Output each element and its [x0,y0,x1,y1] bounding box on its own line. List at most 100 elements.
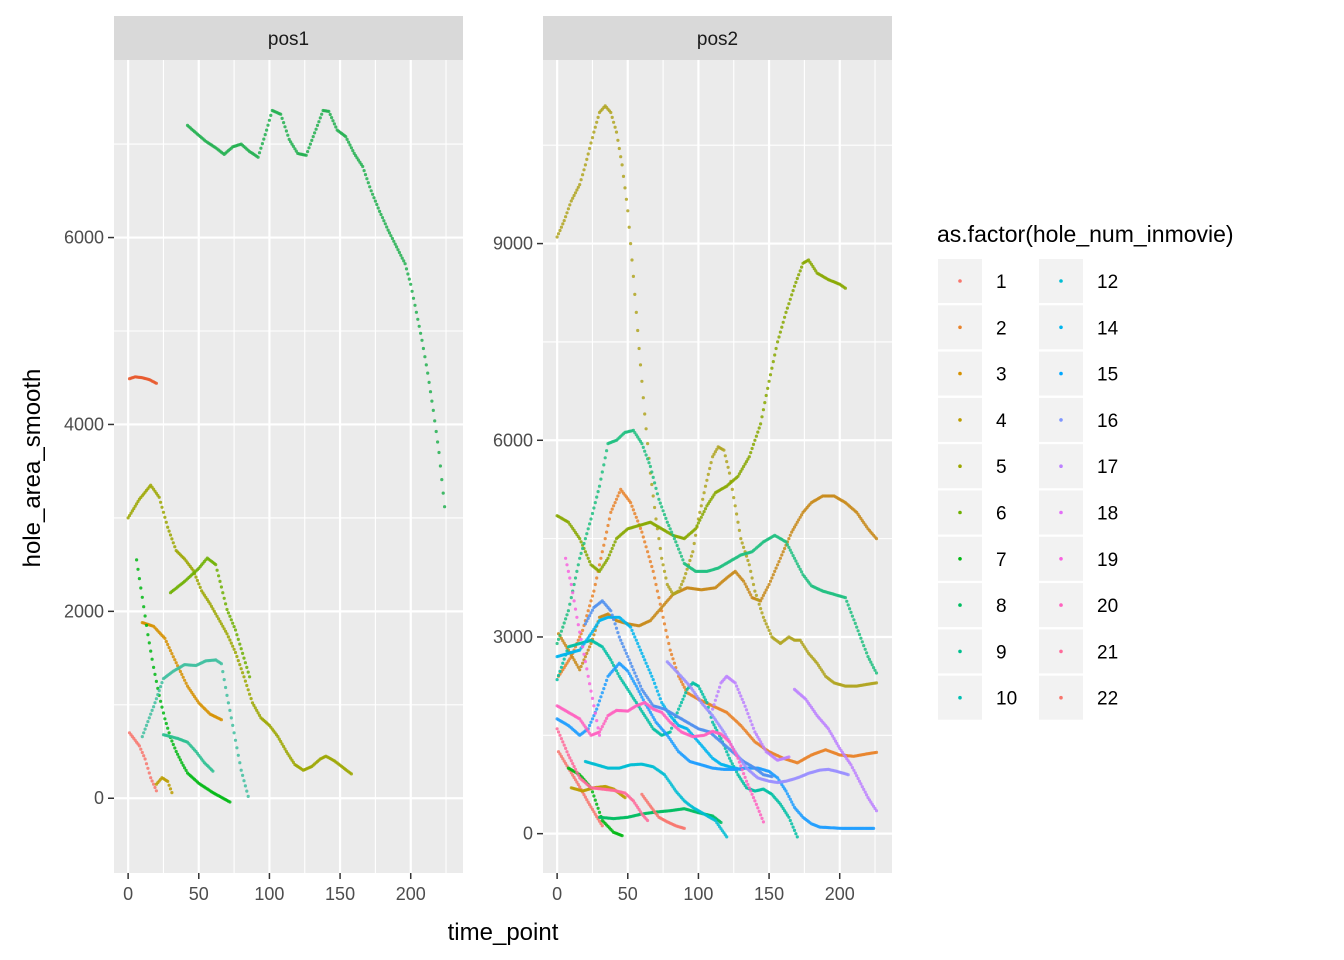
series-1 [127,731,158,793]
data-point [576,782,580,787]
data-point [874,671,879,675]
data-point [600,550,604,554]
data-point [602,722,606,726]
legend-marker [958,279,962,283]
data-point [726,465,730,469]
data-point [637,690,641,694]
data-point [845,599,849,603]
legend-title: as.factor(hole_num_inmovie) [937,221,1234,247]
data-point [583,795,588,799]
data-point [559,636,564,641]
data-point [750,446,754,451]
legend-label: 21 [1097,642,1118,663]
data-point [589,141,593,145]
data-point [556,730,561,734]
data-point [180,761,184,765]
data-point [644,545,648,549]
data-point [219,718,223,722]
data-point [852,768,856,772]
data-point [788,548,792,552]
data-point [142,605,146,609]
data-point [236,659,240,663]
data-point [595,120,599,124]
legend-label: 19 [1097,550,1118,571]
data-point [440,478,444,482]
data-point [197,582,201,586]
data-point [636,678,640,682]
data-point [629,661,633,665]
data-point [242,675,246,679]
data-point [736,756,740,760]
data-point [626,669,630,673]
data-point [629,625,633,629]
data-point [569,582,573,587]
data-point [565,649,569,653]
data-point [672,661,677,665]
data-point [383,222,387,226]
data-point [770,366,774,370]
data-point [630,628,634,633]
data-point [565,211,569,215]
data-point [130,509,134,513]
data-point [219,585,223,589]
x-tick-label: 0 [552,884,562,904]
data-point [609,550,613,554]
data-point [636,641,640,646]
data-point [757,809,761,814]
data-point [767,379,771,383]
data-point [648,560,653,564]
data-point [242,779,246,783]
data-point [696,684,701,688]
data-point [832,737,836,741]
data-point [569,199,573,203]
data-point [126,516,130,520]
data-point [149,649,153,653]
data-point [767,582,771,587]
data-point [150,708,154,713]
data-point [590,807,595,812]
data-point [706,472,710,476]
data-point [566,753,571,757]
data-point [757,602,761,606]
data-point [709,461,713,465]
data-point [785,306,790,310]
data-point [679,700,684,705]
data-point [791,554,795,558]
data-point [759,813,763,817]
data-point [214,612,218,616]
data-point [171,541,175,545]
data-point [747,715,751,719]
data-point [402,259,406,263]
data-point [168,787,173,791]
data-point [637,681,641,685]
data-point [419,331,423,335]
data-point [421,346,425,351]
data-point [826,727,831,731]
data-point [144,762,149,766]
legend-item-20: 20 [1039,583,1118,628]
data-point [759,422,763,426]
legend-marker [958,649,962,654]
series-9 [161,733,215,773]
data-point [614,626,619,630]
data-point [636,519,640,523]
data-point [860,640,864,644]
data-point [671,533,675,537]
data-point [588,645,592,649]
legend-marker [1059,603,1063,607]
data-point [588,604,592,608]
data-point [209,604,214,609]
data-point [593,812,597,816]
data-point [243,679,247,683]
data-point [252,703,256,708]
data-point [562,759,566,763]
data-point [586,527,590,531]
data-point [392,239,396,243]
data-point [846,603,850,607]
data-point [740,467,744,471]
data-point [603,719,607,723]
data-point [760,742,764,746]
data-point [215,568,219,572]
data-point [219,622,223,626]
